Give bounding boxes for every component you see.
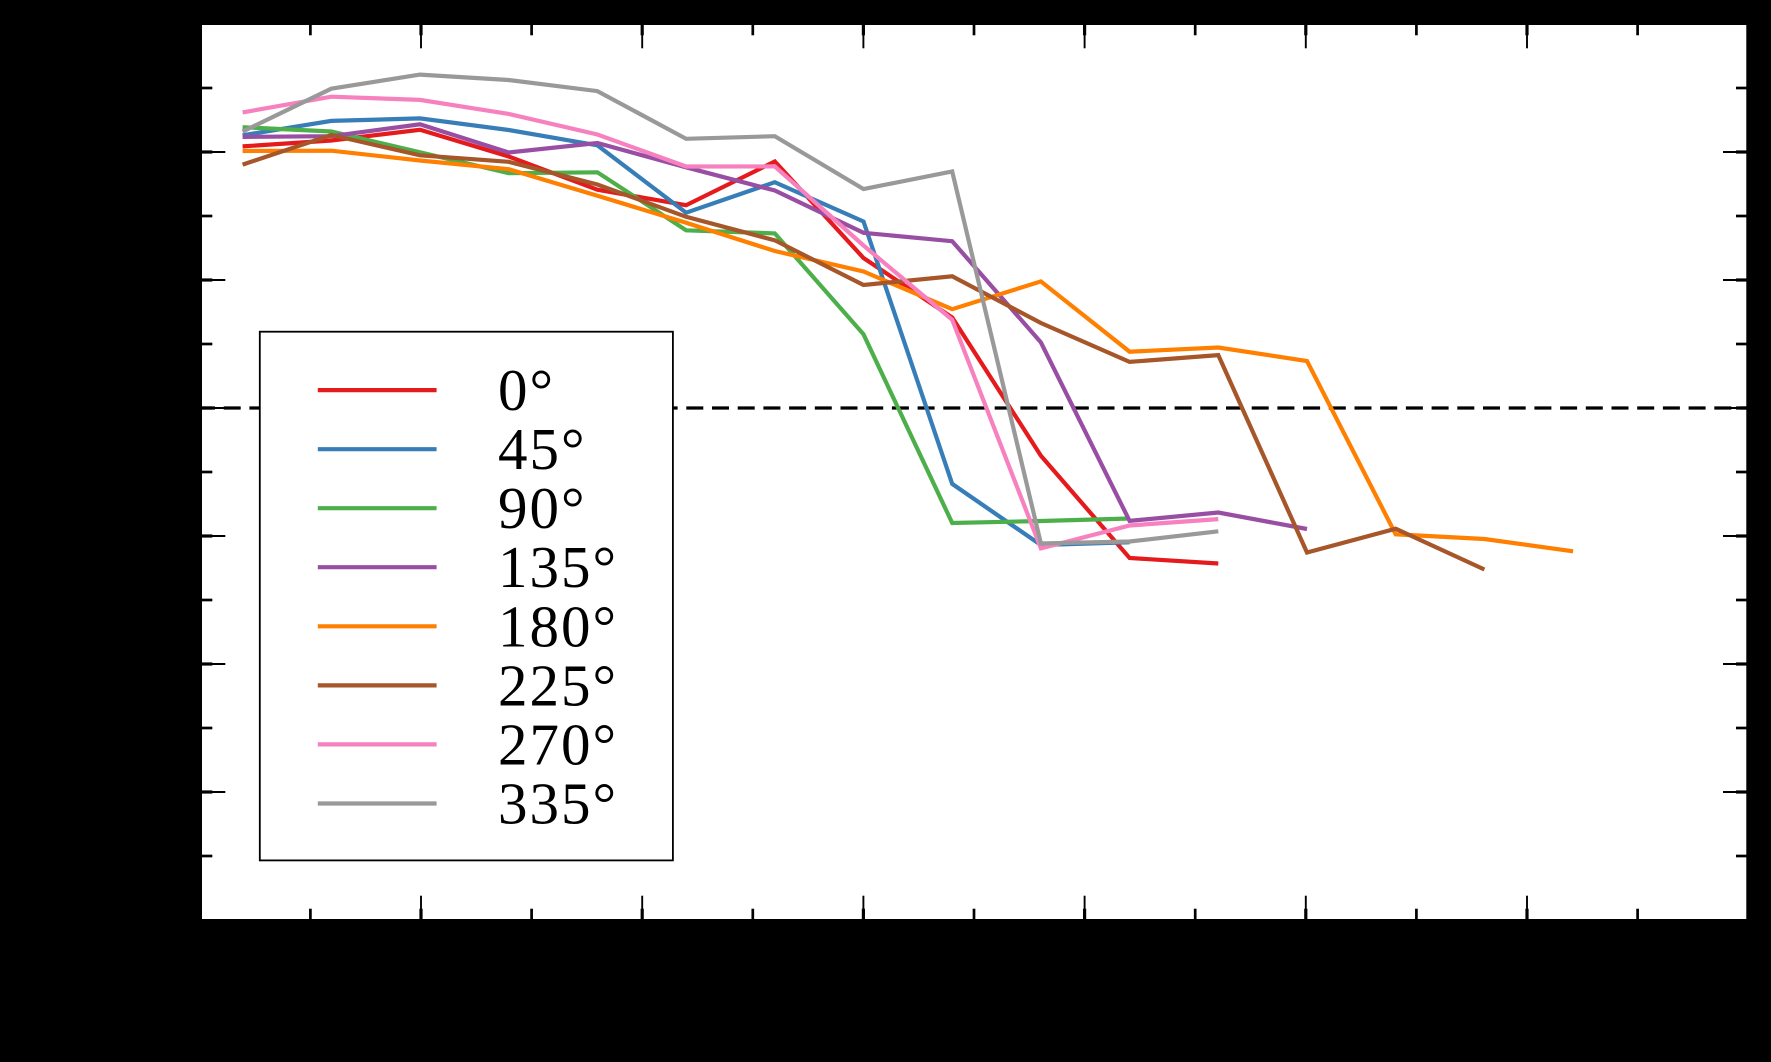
svg-text:180°: 180°: [498, 593, 618, 659]
svg-text:335°: 335°: [498, 771, 618, 837]
svg-text:90°: 90°: [498, 475, 587, 541]
svg-text:0°: 0°: [498, 357, 555, 423]
svg-text:45°: 45°: [498, 416, 587, 482]
svg-text:135°: 135°: [498, 534, 618, 600]
svg-text:225°: 225°: [498, 652, 618, 718]
svg-text:270°: 270°: [498, 711, 618, 777]
